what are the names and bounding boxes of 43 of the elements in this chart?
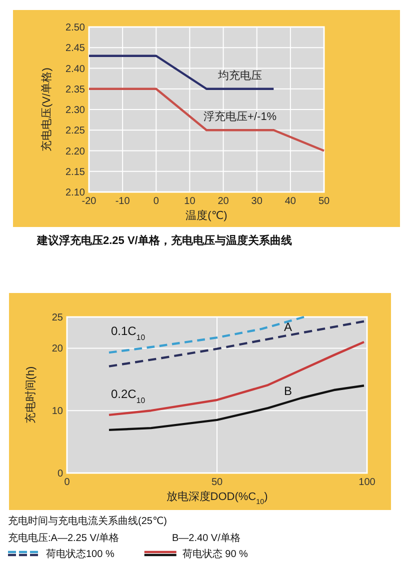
legend-label: 荷电状态100 % — [46, 548, 114, 560]
y-tick-label: 2.30 — [66, 105, 86, 116]
y-tick-label: 2.10 — [66, 188, 86, 198]
line-series — [108, 340, 366, 416]
x-tick-label: 50 — [318, 196, 330, 207]
x-tick-label: 30 — [251, 196, 263, 207]
y-tick-label: 20 — [52, 344, 64, 355]
x-tick-label: -20 — [82, 196, 97, 207]
x-axis-title: 温度(℃) — [186, 209, 228, 222]
y-tick-label: 2.35 — [66, 84, 86, 96]
annotation: A — [284, 320, 292, 334]
y-tick-label: 2.20 — [66, 146, 86, 158]
series-label: 均充电压 — [217, 68, 262, 82]
x-tick-label: 10 — [184, 196, 196, 207]
y-tick-label: 0 — [57, 468, 64, 480]
y-axis-title: 充电时间(h) — [24, 366, 37, 424]
y-tick-label: 2.15 — [66, 166, 86, 178]
y-tick-label: 25 — [52, 312, 64, 324]
x-tick-label: -10 — [115, 196, 130, 207]
x-tick-label: 20 — [218, 196, 230, 207]
y-axis-title: 充电电压(V/单格) — [40, 68, 53, 152]
annotation: 0.1C$_{10}$ — [111, 324, 146, 342]
text: 充电电压:A—2.25 V/单格 — [8, 532, 120, 544]
y-tick-label: 2.50 — [66, 22, 86, 34]
text: 充电时间与充电电流关系曲线(25℃) — [8, 515, 168, 527]
text: 建议浮充电压2.25 V/单格，充电电压与温度关系曲线 — [36, 234, 292, 247]
line-series — [108, 384, 366, 432]
y-tick-label: 2.45 — [66, 43, 86, 54]
x-axis-title: 放电深度DOD(%C$_{10}$) — [166, 490, 268, 506]
text: B—2.40 V/单格 — [172, 532, 240, 544]
y-tick-label: 2.40 — [66, 64, 86, 75]
x-tick-label: 40 — [284, 196, 296, 207]
x-tick-label: 50 — [211, 477, 223, 488]
x-tick-label: 100 — [358, 477, 376, 488]
y-tick-label: 2.25 — [66, 126, 86, 137]
y-tick-label: 10 — [52, 406, 64, 418]
series-label: 浮充电压+/-1% — [204, 110, 277, 124]
x-tick-label: 0 — [153, 196, 160, 207]
line-series — [108, 320, 366, 368]
line-series — [108, 316, 306, 354]
annotation: 0.2C$_{10}$ — [111, 387, 146, 404]
annotation: B — [284, 384, 292, 398]
legend-label: 荷电状态 90 % — [182, 548, 248, 560]
